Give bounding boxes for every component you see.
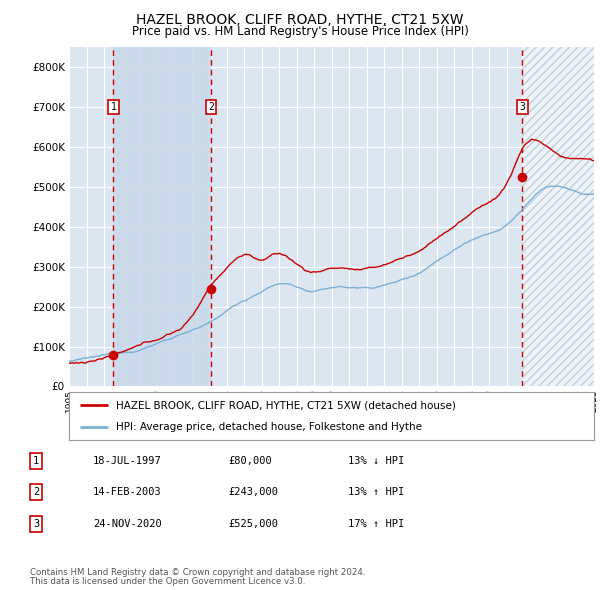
Bar bbox=[522, 47, 594, 386]
Text: 24-NOV-2020: 24-NOV-2020 bbox=[93, 519, 162, 529]
Text: This data is licensed under the Open Government Licence v3.0.: This data is licensed under the Open Gov… bbox=[30, 577, 305, 586]
Text: Contains HM Land Registry data © Crown copyright and database right 2024.: Contains HM Land Registry data © Crown c… bbox=[30, 568, 365, 576]
Text: 13% ↓ HPI: 13% ↓ HPI bbox=[348, 456, 404, 466]
Text: HPI: Average price, detached house, Folkestone and Hythe: HPI: Average price, detached house, Folk… bbox=[116, 422, 422, 432]
Text: 3: 3 bbox=[520, 102, 525, 112]
Text: 17% ↑ HPI: 17% ↑ HPI bbox=[348, 519, 404, 529]
Text: 2: 2 bbox=[208, 102, 214, 112]
Bar bbox=[522, 47, 594, 386]
Text: £80,000: £80,000 bbox=[228, 456, 272, 466]
Text: HAZEL BROOK, CLIFF ROAD, HYTHE, CT21 5XW (detached house): HAZEL BROOK, CLIFF ROAD, HYTHE, CT21 5XW… bbox=[116, 400, 456, 410]
Text: 1: 1 bbox=[110, 102, 116, 112]
Text: 3: 3 bbox=[33, 519, 39, 529]
Text: £243,000: £243,000 bbox=[228, 487, 278, 497]
Text: Price paid vs. HM Land Registry's House Price Index (HPI): Price paid vs. HM Land Registry's House … bbox=[131, 25, 469, 38]
Text: 2: 2 bbox=[33, 487, 39, 497]
Bar bbox=[113, 47, 211, 386]
Text: 18-JUL-1997: 18-JUL-1997 bbox=[93, 456, 162, 466]
Text: £525,000: £525,000 bbox=[228, 519, 278, 529]
Text: HAZEL BROOK, CLIFF ROAD, HYTHE, CT21 5XW: HAZEL BROOK, CLIFF ROAD, HYTHE, CT21 5XW bbox=[136, 13, 464, 27]
Text: 13% ↑ HPI: 13% ↑ HPI bbox=[348, 487, 404, 497]
Text: 14-FEB-2003: 14-FEB-2003 bbox=[93, 487, 162, 497]
Text: 1: 1 bbox=[33, 456, 39, 466]
